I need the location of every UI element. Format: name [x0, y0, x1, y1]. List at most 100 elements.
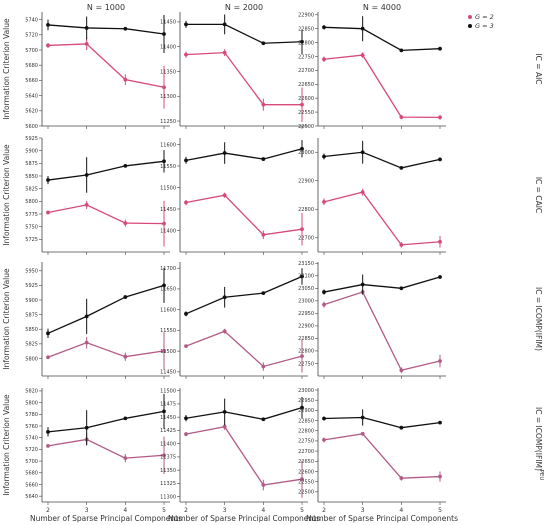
legend-marker [468, 15, 472, 19]
y-tick-label: 22700 [298, 236, 314, 242]
y-tick-label: 11450 [160, 207, 176, 213]
y-tick-label: 11600 [160, 142, 176, 148]
data-point [46, 178, 50, 182]
y-tick-label: 23000 [298, 299, 314, 305]
y-tick-label: 5780 [25, 412, 38, 418]
data-point [123, 26, 128, 31]
data-point [261, 291, 266, 295]
y-tick-label: 11425 [160, 428, 176, 434]
data-point [322, 154, 326, 159]
x-tick-label: 4 [399, 507, 403, 514]
y-tick-label: 22650 [298, 82, 314, 88]
y-tick-label: 22800 [298, 40, 314, 46]
data-point [399, 48, 404, 53]
y-tick-label: 23100 [298, 274, 314, 280]
x-axis-label: Number of Sparse Principal Components [168, 514, 320, 523]
data-point [123, 456, 128, 461]
y-tick-label: 22550 [298, 110, 314, 116]
series-line-g3 [323, 276, 441, 293]
x-tick-label: 2 [46, 507, 50, 514]
y-tick-label: 22850 [298, 418, 314, 424]
x-tick-label: 4 [261, 507, 265, 514]
series-line-g3 [323, 416, 441, 429]
data-point [322, 438, 326, 442]
data-point [399, 425, 404, 430]
y-tick-label: 23150 [298, 261, 314, 267]
y-tick-label: 5720 [25, 447, 38, 453]
y-tick-label: 11475 [160, 402, 176, 408]
data-point [300, 477, 304, 482]
y-tick-label: 11400 [160, 441, 176, 447]
data-point [162, 85, 166, 90]
data-point [322, 199, 326, 204]
row-label: IC = ICOMP(IFIM) [534, 407, 543, 471]
y-tick-label: 11550 [160, 328, 176, 334]
data-point [261, 364, 266, 369]
row-label-subscript: PEU [538, 470, 544, 481]
series-line-g2 [47, 341, 165, 358]
y-tick-label: 5850 [25, 327, 38, 333]
y-tick-label: 22900 [298, 324, 314, 330]
x-tick-label: 5 [300, 507, 304, 514]
y-tick-label: 22900 [298, 179, 314, 185]
y-tick-label: 5825 [25, 186, 38, 192]
data-point [123, 416, 128, 421]
data-point [84, 26, 89, 30]
y-tick-label: 11300 [160, 494, 176, 500]
data-point [222, 424, 227, 429]
data-point [300, 102, 304, 107]
y-tick-label: 5900 [25, 298, 38, 304]
data-point [438, 275, 442, 279]
y-tick-label: 5900 [25, 148, 38, 154]
y-axis-label: Information Criterion Value [2, 268, 11, 370]
data-point [184, 344, 188, 349]
series-line-g2 [323, 191, 441, 246]
legend-label: G = 2 [475, 13, 494, 21]
y-tick-label: 23050 [298, 286, 314, 292]
data-point [399, 166, 404, 170]
series-line-g2 [47, 43, 165, 88]
data-point [360, 282, 365, 287]
y-tick-label: 22800 [298, 429, 314, 435]
y-tick-label: 11250 [160, 119, 176, 125]
x-axis-label: Number of Sparse Principal Components [30, 514, 182, 523]
x-tick-label: 4 [123, 507, 127, 514]
data-point [184, 200, 188, 205]
series-line-g3 [323, 151, 441, 169]
y-tick-label: 11400 [160, 44, 176, 50]
data-point [123, 354, 128, 359]
data-point [261, 157, 266, 161]
data-point [438, 46, 442, 51]
data-point [84, 202, 89, 207]
series-line-g3 [186, 23, 303, 44]
y-tick-label: 5740 [25, 17, 38, 23]
data-point [162, 221, 166, 226]
y-tick-label: 11300 [160, 94, 176, 100]
data-point [162, 348, 166, 353]
data-point [399, 242, 404, 247]
data-point [46, 331, 50, 336]
data-point [162, 32, 166, 36]
y-tick-label: 11600 [160, 307, 176, 313]
data-point [222, 151, 227, 155]
y-tick-label: 11450 [160, 415, 176, 421]
series-line-g2 [47, 204, 165, 225]
series-line-g3 [47, 160, 165, 181]
y-tick-label: 5850 [25, 174, 38, 180]
x-axis-label: Number of Sparse Principal Components [306, 514, 458, 523]
data-point [162, 283, 166, 288]
data-point [222, 22, 227, 27]
y-tick-label: 11375 [160, 455, 176, 461]
data-point [222, 409, 227, 414]
data-point [222, 50, 227, 55]
y-tick-label: 22850 [298, 26, 314, 32]
data-point [46, 23, 50, 27]
data-point [84, 425, 89, 430]
y-tick-label: 22600 [298, 96, 314, 102]
data-point [399, 286, 404, 291]
data-point [162, 409, 166, 414]
y-tick-label: 5750 [25, 224, 38, 230]
col-title: N = 1000 [87, 3, 125, 12]
y-tick-label: 22750 [298, 361, 314, 367]
y-tick-label: 22500 [298, 490, 314, 496]
